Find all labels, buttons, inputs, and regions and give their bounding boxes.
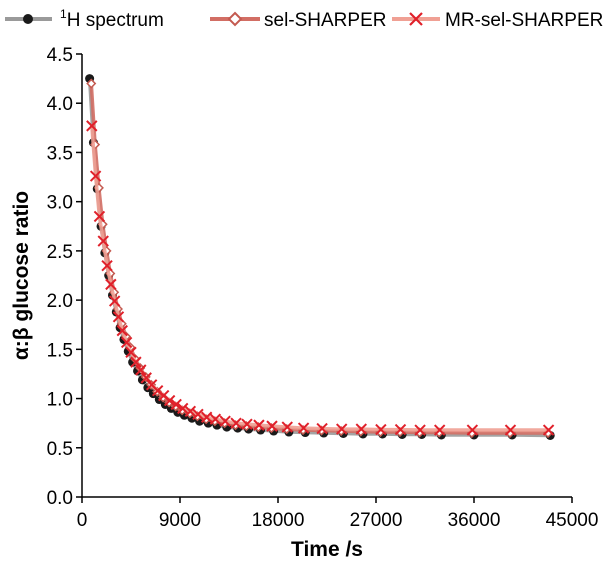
x-ticks: 0 9000 18000 27000 36000 45000 xyxy=(77,497,599,531)
legend-label-sel-sharper: sel-SHARPER xyxy=(264,10,386,31)
y-ticks: 0.0 0.5 1.0 1.5 2.0 2.5 3.0 3.5 4.0 4.5 xyxy=(47,45,82,509)
x-tick-label: 0 xyxy=(77,510,88,531)
data-point xyxy=(105,278,117,291)
data-point xyxy=(266,420,278,432)
y-tick-label: 1.5 xyxy=(47,340,73,361)
legend-marker-mr-sel-sharper xyxy=(409,12,423,26)
y-tick-label: 4.0 xyxy=(47,94,73,115)
x-axis-title: Time /s xyxy=(291,538,363,561)
data-point xyxy=(125,346,137,358)
series-layer xyxy=(85,74,555,440)
data-point xyxy=(93,210,106,223)
data-point xyxy=(170,398,182,411)
data-point xyxy=(316,422,328,435)
data-point xyxy=(200,411,213,423)
data-point xyxy=(297,422,310,434)
x-tick-label: 36000 xyxy=(448,510,501,531)
legend-label-rest: H spectrum xyxy=(67,10,164,31)
series-mr-sel-sharper xyxy=(86,120,555,436)
x-tick-label: 18000 xyxy=(252,510,305,531)
data-point xyxy=(101,259,113,272)
legend-label-1h-spectrum: 1H spectrum xyxy=(60,7,164,31)
data-point xyxy=(414,424,426,436)
x-tick-label: 45000 xyxy=(546,510,599,531)
data-point xyxy=(112,311,125,323)
y-tick-label: 1.0 xyxy=(47,390,73,411)
series-line-mr-sel-sharper xyxy=(90,124,551,432)
data-point xyxy=(86,78,97,89)
y-tick-label: 4.5 xyxy=(47,45,73,66)
y-tick-label: 0.0 xyxy=(47,488,73,509)
data-point xyxy=(89,170,102,182)
plot-area: 0.0 0.5 1.0 1.5 2.0 2.5 3.0 3.5 4.0 4.5 0 9000 1800… xyxy=(47,45,599,531)
data-point xyxy=(140,372,152,384)
y-tick-label: 0.5 xyxy=(47,439,73,460)
y-tick-label: 3.0 xyxy=(47,193,73,214)
y-axis-title: α:β glucose ratio xyxy=(10,191,33,360)
x-tick-label: 27000 xyxy=(350,510,403,531)
data-point xyxy=(177,402,189,415)
y-tick-label: 2.0 xyxy=(47,291,73,312)
series-sel-sharper xyxy=(86,78,554,439)
data-point xyxy=(394,423,407,436)
series-line-sel-sharper xyxy=(89,81,550,435)
data-point xyxy=(241,418,253,430)
data-point xyxy=(108,295,121,307)
data-point xyxy=(130,356,142,368)
series-line-1h-spectrum xyxy=(87,76,552,438)
data-point xyxy=(375,423,387,436)
legend-label-mr-sel-sharper: MR-sel-SHARPER xyxy=(445,10,603,31)
data-point xyxy=(86,120,98,132)
data-point xyxy=(542,424,555,436)
data-point xyxy=(184,405,197,418)
x-tick-label: 9000 xyxy=(159,510,201,531)
data-point xyxy=(97,235,109,247)
data-point xyxy=(192,408,204,421)
data-point xyxy=(163,394,176,407)
data-point xyxy=(253,419,265,431)
data-point xyxy=(466,424,479,436)
y-tick-label: 2.5 xyxy=(47,242,73,263)
y-tick-label: 3.5 xyxy=(47,143,73,164)
data-point xyxy=(335,423,348,435)
legend-marker-1h-spectrum xyxy=(23,14,33,24)
data-point xyxy=(433,424,446,436)
data-point xyxy=(116,324,128,337)
legend-item-mr-sel-sharper: MR-sel-SHARPER xyxy=(392,10,603,31)
data-point xyxy=(355,423,368,435)
data-point xyxy=(209,413,222,425)
legend-item-1h-spectrum: 1H spectrum xyxy=(5,7,164,31)
data-point xyxy=(230,417,242,429)
legend-marker-sel-sharper xyxy=(227,11,243,27)
legend: 1H spectrum sel-SHARPER MR-sel-SHARPER xyxy=(5,7,603,31)
data-point xyxy=(120,336,133,349)
data-point xyxy=(281,421,293,433)
data-point xyxy=(219,415,231,427)
legend-label-sup: 1 xyxy=(60,7,67,21)
data-point xyxy=(135,364,147,376)
legend-item-sel-sharper: sel-SHARPER xyxy=(210,10,386,31)
data-point xyxy=(504,424,517,436)
